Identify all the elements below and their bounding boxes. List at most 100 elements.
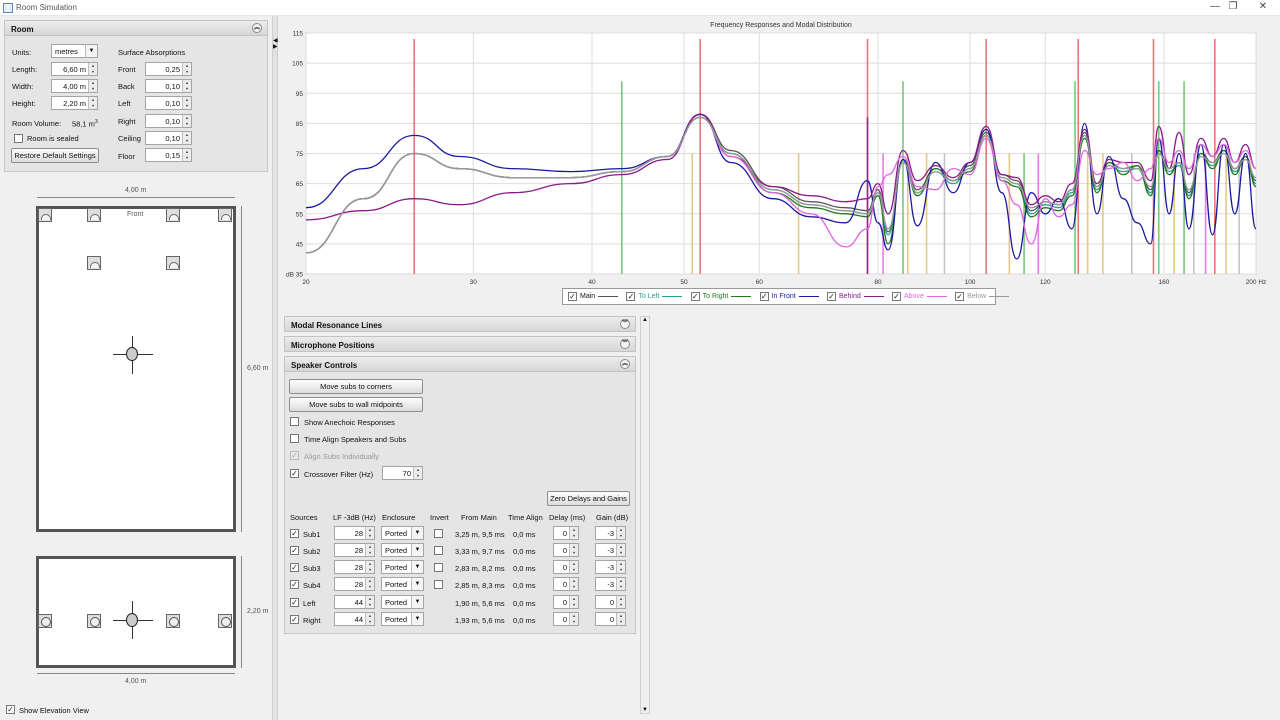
scroll-down-icon[interactable]: ▼ (642, 707, 648, 713)
absorption-right-spinner[interactable]: 0,10 (145, 114, 192, 128)
source-left-enclosure[interactable]: Ported (381, 595, 424, 609)
absorption-front-spinner[interactable]: 0,25 (145, 62, 192, 76)
minimize-button[interactable]: — (1210, 1, 1220, 12)
source-left-delay[interactable]: 0 (553, 595, 579, 609)
speaker-left[interactable] (87, 208, 101, 222)
speaker-sub4[interactable] (166, 256, 180, 270)
source-sub1-gain[interactable]: -3 (595, 526, 626, 540)
source-sub2-checkbox[interactable]: ✓ (290, 546, 299, 555)
legend-main[interactable]: ✓ Main (568, 292, 619, 301)
crossover-spinner[interactable]: 70 (382, 466, 423, 480)
splitter-arrows-icon[interactable]: ◀ ▶ (273, 38, 278, 50)
collapse-up-icon[interactable]: ︽ (252, 23, 262, 33)
speaker-right[interactable] (166, 208, 180, 222)
speaker-sub2[interactable] (218, 208, 232, 222)
source-sub4-gain[interactable]: -3 (595, 577, 626, 591)
absorption-ceiling-spinner[interactable]: 0,10 (145, 131, 192, 145)
units-combo[interactable]: metres (51, 44, 98, 58)
mic-positions-header[interactable]: Microphone Positions ︾ (284, 336, 636, 352)
source-sub4-name: Sub4 (303, 581, 321, 590)
restore-defaults-button[interactable]: Restore Default Settings (11, 148, 99, 163)
move-subs-corners-button[interactable]: Move subs to corners (289, 379, 423, 394)
speaker-sub3[interactable] (87, 256, 101, 270)
legend-to-right[interactable]: ✓ To Right (690, 292, 752, 301)
source-right-delay[interactable]: 0 (553, 612, 579, 626)
room-panel-header[interactable]: Room ︽ (4, 20, 268, 36)
length-spinner[interactable]: 6,60 m (51, 62, 98, 76)
source-sub3-gain[interactable]: -3 (595, 560, 626, 574)
elev-microphone-icon[interactable] (126, 613, 138, 627)
source-sub2-gain[interactable]: -3 (595, 543, 626, 557)
time-align-checkbox[interactable] (290, 434, 299, 443)
units-label: Units: (12, 48, 32, 57)
microphone-icon[interactable] (126, 347, 138, 361)
source-left-gain[interactable]: 0 (595, 595, 626, 609)
close-button[interactable]: ✕ (1258, 1, 1268, 12)
move-subs-midpoints-button[interactable]: Move subs to wall midpoints (289, 397, 423, 412)
show-elevation-checkbox[interactable]: ✓ (6, 705, 15, 714)
scroll-up-icon[interactable]: ▲ (642, 317, 648, 323)
source-left-checkbox[interactable]: ✓ (290, 598, 299, 607)
source-sub4-delay[interactable]: 0 (553, 577, 579, 591)
source-sub3-lf[interactable]: 28 (334, 560, 375, 574)
source-sub2-enclosure[interactable]: Ported (381, 543, 424, 557)
legend-behind[interactable]: ✓ Behind (826, 292, 884, 301)
modal-resonance-header[interactable]: Modal Resonance Lines ︾ (284, 316, 636, 332)
width-spinner[interactable]: 4,00 m (51, 79, 98, 93)
legend-below[interactable]: ✓ Below (955, 292, 1010, 301)
source-sub2-name: Sub2 (303, 547, 321, 556)
source-right-gain[interactable]: 0 (595, 612, 626, 626)
expand-down-icon[interactable]: ︾ (620, 339, 630, 349)
source-sub4-checkbox[interactable]: ✓ (290, 580, 299, 589)
source-sub1-enclosure[interactable]: Ported (381, 526, 424, 540)
source-sub3-invert[interactable] (434, 563, 443, 572)
show-anechoic-checkbox[interactable] (290, 417, 299, 426)
source-left-name: Left (303, 599, 316, 608)
plan-view[interactable]: Front (36, 206, 236, 532)
source-sub1-checkbox[interactable]: ✓ (290, 529, 299, 538)
source-right-lf[interactable]: 44 (334, 612, 375, 626)
y-tick-label: 95 (296, 91, 304, 98)
splitter[interactable]: ◀ ▶ (272, 16, 278, 720)
source-left-lf[interactable]: 44 (334, 595, 375, 609)
expand-down-icon[interactable]: ︾ (620, 319, 630, 329)
source-sub4-lf[interactable]: 28 (334, 577, 375, 591)
source-sub4-invert[interactable] (434, 580, 443, 589)
legend-in-front[interactable]: ✓ In Front (759, 292, 819, 301)
source-sub2-lf[interactable]: 28 (334, 543, 375, 557)
absorption-left-spinner[interactable]: 0,10 (145, 96, 192, 110)
source-sub4-enclosure[interactable]: Ported (381, 577, 424, 591)
source-right-checkbox[interactable]: ✓ (290, 615, 299, 624)
elev-speaker-right[interactable] (166, 614, 180, 628)
source-sub3-enclosure[interactable]: Ported (381, 560, 424, 574)
controls-scrollbar[interactable]: ▲ ▼ (640, 316, 650, 714)
source-sub1-lf[interactable]: 28 (334, 526, 375, 540)
elevation-view[interactable] (36, 556, 236, 668)
source-sub3-checkbox[interactable]: ✓ (290, 563, 299, 572)
source-sub2-delay[interactable]: 0 (553, 543, 579, 557)
elev-speaker-sub1[interactable] (38, 614, 52, 628)
y-tick-label: 105 (292, 61, 303, 68)
align-individually-checkbox[interactable]: ✓ (290, 451, 299, 460)
elev-speaker-left[interactable] (87, 614, 101, 628)
source-sub3-delay[interactable]: 0 (553, 560, 579, 574)
maximize-button[interactable]: ❐ (1228, 1, 1238, 12)
crossover-filter-checkbox[interactable]: ✓ (290, 469, 299, 478)
collapse-up-icon[interactable]: ︽ (620, 359, 630, 369)
speaker-sub1[interactable] (38, 208, 52, 222)
absorption-floor-spinner[interactable]: 0,15 (145, 148, 192, 162)
absorption-back-spinner[interactable]: 0,10 (145, 79, 192, 93)
legend-above[interactable]: ✓ Above (891, 292, 947, 301)
source-right-enclosure[interactable]: Ported (381, 612, 424, 626)
height-spinner[interactable]: 2,20 m (51, 96, 98, 110)
source-sub2-invert[interactable] (434, 546, 443, 555)
zero-delays-button[interactable]: Zero Delays and Gains (547, 491, 630, 506)
frequency-chart[interactable]: Frequency Responses and Modal Distributi… (280, 18, 1278, 306)
source-sub1-invert[interactable] (434, 529, 443, 538)
room-sealed-checkbox[interactable] (14, 134, 23, 143)
x-tick-label: 100 (965, 279, 976, 286)
source-sub1-delay[interactable]: 0 (553, 526, 579, 540)
speaker-controls-header[interactable]: Speaker Controls ︽ (284, 356, 636, 372)
elev-speaker-sub2[interactable] (218, 614, 232, 628)
legend-to-left[interactable]: ✓ To Left (626, 292, 683, 301)
